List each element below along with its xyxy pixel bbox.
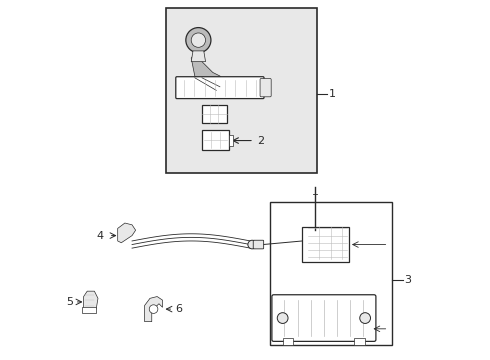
FancyBboxPatch shape [176, 77, 264, 99]
Polygon shape [191, 51, 205, 62]
FancyBboxPatch shape [82, 307, 96, 313]
Circle shape [149, 305, 158, 314]
Circle shape [191, 33, 205, 47]
FancyBboxPatch shape [272, 295, 376, 341]
Text: 6: 6 [175, 304, 182, 314]
FancyBboxPatch shape [202, 130, 229, 149]
Text: 5: 5 [66, 297, 73, 307]
Text: 4: 4 [96, 231, 103, 240]
FancyBboxPatch shape [166, 8, 317, 173]
Circle shape [248, 240, 256, 249]
Polygon shape [84, 291, 98, 309]
FancyBboxPatch shape [202, 105, 227, 123]
Text: 1: 1 [329, 89, 336, 99]
FancyBboxPatch shape [229, 135, 233, 146]
Polygon shape [118, 223, 136, 243]
Circle shape [277, 313, 288, 323]
Text: 3: 3 [405, 275, 412, 285]
FancyBboxPatch shape [260, 78, 271, 97]
FancyBboxPatch shape [283, 338, 294, 345]
FancyBboxPatch shape [354, 338, 365, 345]
Circle shape [186, 28, 211, 53]
FancyBboxPatch shape [302, 226, 349, 262]
Text: 2: 2 [258, 136, 265, 145]
Circle shape [360, 313, 370, 323]
Polygon shape [145, 297, 163, 321]
Polygon shape [191, 51, 223, 90]
FancyBboxPatch shape [253, 240, 264, 249]
